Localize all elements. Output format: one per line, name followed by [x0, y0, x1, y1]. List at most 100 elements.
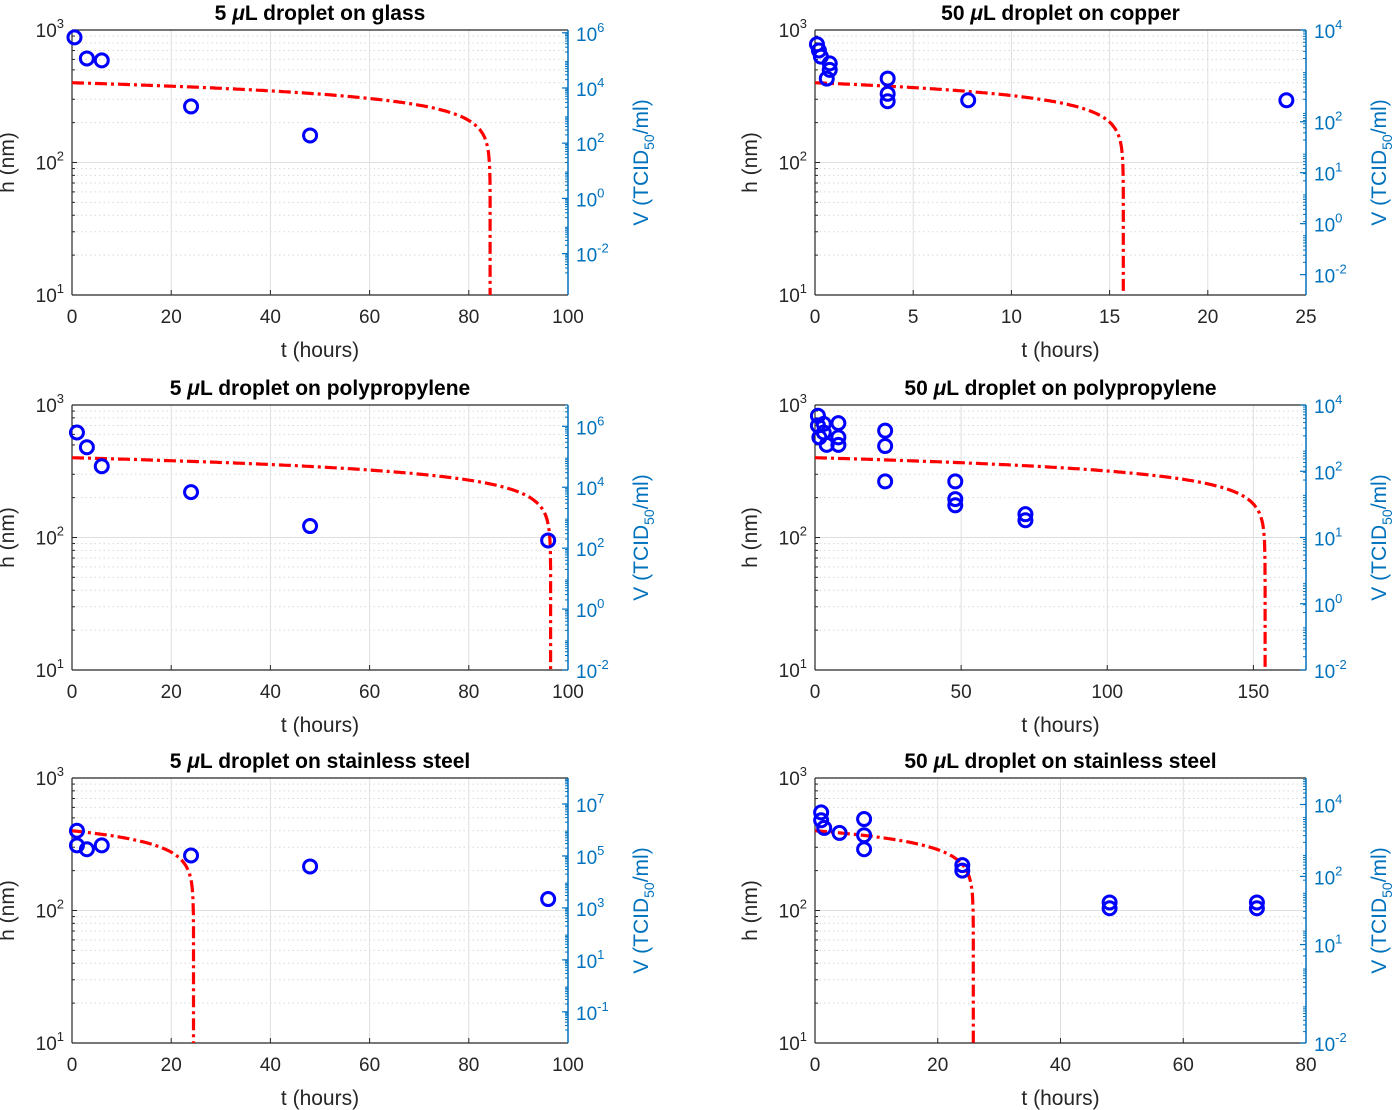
y2-tick-label: 101 — [1314, 160, 1342, 186]
x-tick-label: 80 — [458, 1055, 479, 1076]
x-axis-label: t (hours) — [281, 1087, 359, 1110]
data-point — [960, 92, 977, 109]
y2-axis-label: V (TCID50/ml) — [1368, 847, 1395, 973]
data-point — [93, 52, 110, 69]
data-point — [818, 70, 835, 87]
data-point — [68, 822, 85, 839]
x-tick-label: 40 — [260, 682, 281, 703]
y-tick-label: 102 — [779, 524, 807, 550]
y2-tick-label: 104 — [1314, 792, 1342, 818]
y2-tick-label: 104 — [576, 75, 604, 101]
y-tick-label: 102 — [779, 149, 807, 175]
x-axis-label: t (hours) — [1021, 1087, 1099, 1110]
data-point — [1017, 512, 1034, 529]
y2-tick-label: 105 — [576, 843, 604, 869]
y-tick-label: 101 — [36, 656, 64, 682]
y2-tick-label: 102 — [1314, 109, 1342, 135]
y-tick-label: 101 — [779, 281, 807, 307]
model-curve — [71, 456, 553, 670]
y-tick-label: 103 — [36, 391, 64, 417]
data-point — [947, 491, 964, 508]
y2-tick-label: 102 — [1314, 863, 1342, 889]
y2-axis-label: V (TCID50/ml) — [1368, 474, 1395, 600]
data-point — [1101, 900, 1118, 917]
model-curve — [814, 456, 1267, 670]
data-point — [947, 473, 964, 490]
y2-axis-label: V (TCID50/ml) — [630, 847, 657, 973]
y2-tick-label: 101 — [576, 947, 604, 973]
chart-panel-6: 0 20 40 60 80 101 102 103 10-2 101 102 104 50 μL dro… — [739, 750, 1395, 1110]
y-tick-label: 103 — [779, 16, 807, 42]
x-tick-label: 80 — [458, 307, 479, 328]
data-point — [877, 438, 894, 455]
x-tick-label: 60 — [359, 682, 380, 703]
x-axis-label: t (hours) — [1021, 714, 1099, 737]
y-tick-label: 102 — [779, 897, 807, 923]
data-point — [1248, 894, 1265, 911]
y2-tick-label: 102 — [576, 535, 604, 561]
y-tick-label: 103 — [36, 764, 64, 790]
chart-panel-1: 0 20 40 60 80 100 101 102 103 10-2 100 102 104 106 5 μ… — [0, 2, 657, 362]
x-tick-label: 0 — [810, 307, 821, 328]
data-point — [830, 436, 847, 453]
x-tick-label: 15 — [1099, 307, 1120, 328]
y-tick-label: 102 — [36, 149, 64, 175]
x-tick-label: 0 — [67, 1055, 78, 1076]
y-tick-label: 102 — [36, 897, 64, 923]
x-tick-label: 60 — [359, 307, 380, 328]
x-tick-label: 80 — [1295, 1055, 1316, 1076]
data-point — [1101, 894, 1118, 911]
y-axis-label: h (nm) — [739, 507, 762, 568]
y2-tick-label: 10-2 — [576, 657, 609, 683]
y2-tick-label: 103 — [576, 895, 604, 921]
data-point — [1017, 506, 1034, 523]
model-curve — [814, 81, 1125, 295]
x-tick-label: 0 — [810, 682, 821, 703]
y2-tick-label: 107 — [576, 791, 604, 817]
chart-title: 50 μL droplet on copper — [941, 2, 1180, 25]
data-point — [68, 424, 85, 441]
data-point — [879, 93, 896, 110]
y2-tick-label: 10-2 — [1314, 1030, 1347, 1056]
y2-axis-label: V (TCID50/ml) — [630, 474, 657, 600]
data-point — [954, 857, 971, 874]
x-axis-label: t (hours) — [1021, 339, 1099, 362]
data-point — [821, 55, 838, 72]
y2-tick-label: 10-2 — [1314, 657, 1347, 683]
y-tick-label: 102 — [36, 524, 64, 550]
data-point — [813, 812, 830, 829]
y2-tick-label: 100 — [1314, 591, 1342, 617]
x-tick-label: 40 — [260, 1055, 281, 1076]
data-point — [877, 422, 894, 439]
data-point — [947, 497, 964, 514]
data-point — [183, 484, 200, 501]
y-tick-label: 101 — [779, 1029, 807, 1055]
data-point — [78, 50, 95, 67]
x-tick-label: 100 — [552, 1055, 584, 1076]
data-point — [879, 70, 896, 87]
x-tick-label: 20 — [161, 682, 182, 703]
data-point — [831, 824, 848, 841]
data-point — [830, 415, 847, 432]
x-tick-label: 100 — [1091, 682, 1123, 703]
y2-tick-label: 100 — [1314, 211, 1342, 237]
x-tick-label: 10 — [1001, 307, 1022, 328]
data-point — [821, 61, 838, 78]
y-tick-label: 101 — [779, 656, 807, 682]
data-point — [1278, 92, 1295, 109]
y2-tick-label: 106 — [576, 20, 604, 46]
y-axis-label: h (nm) — [0, 132, 19, 193]
data-point — [302, 518, 319, 535]
data-point — [877, 473, 894, 490]
x-axis-label: t (hours) — [281, 339, 359, 362]
y-axis-label: h (nm) — [739, 880, 762, 941]
x-tick-label: 20 — [927, 1055, 948, 1076]
x-tick-label: 20 — [161, 307, 182, 328]
y-tick-label: 103 — [36, 16, 64, 42]
chart-panel-2: 0 5 10 15 20 25 101 102 103 10-2 100 101 102 104 50 μL… — [739, 2, 1395, 362]
data-point — [856, 841, 873, 858]
y2-tick-label: 101 — [1314, 932, 1342, 958]
data-point — [183, 847, 200, 864]
